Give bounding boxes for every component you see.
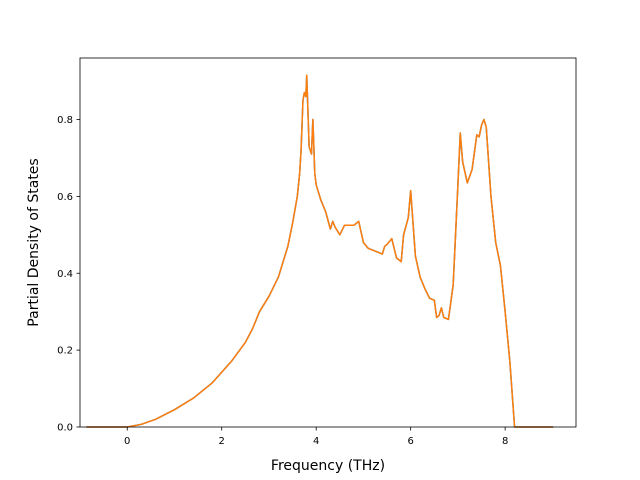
- plot-frame: [79, 57, 577, 428]
- y-axis-label: Partial Density of States: [26, 158, 42, 326]
- y-tick-label: 0.2: [57, 346, 73, 357]
- x-tick-label: 2: [219, 436, 225, 447]
- y-axis-ticks: 0.0 0.2 0.4 0.6 0.8: [57, 115, 80, 434]
- y-tick-label: 0.4: [57, 269, 73, 280]
- x-axis-label: Frequency (THz): [271, 458, 385, 474]
- x-tick-label: 0: [124, 436, 130, 447]
- x-tick-label: 6: [407, 436, 413, 447]
- x-tick-label: 8: [502, 436, 508, 447]
- x-tick-label: 4: [313, 436, 319, 447]
- x-axis-ticks: 0 2 4 6 8: [124, 427, 508, 447]
- series-line-2: [86, 74, 554, 428]
- y-tick-label: 0.8: [57, 115, 73, 126]
- y-tick-label: 0.6: [57, 192, 73, 203]
- y-tick-label: 0.0: [57, 423, 73, 434]
- series-layer: [86, 74, 554, 428]
